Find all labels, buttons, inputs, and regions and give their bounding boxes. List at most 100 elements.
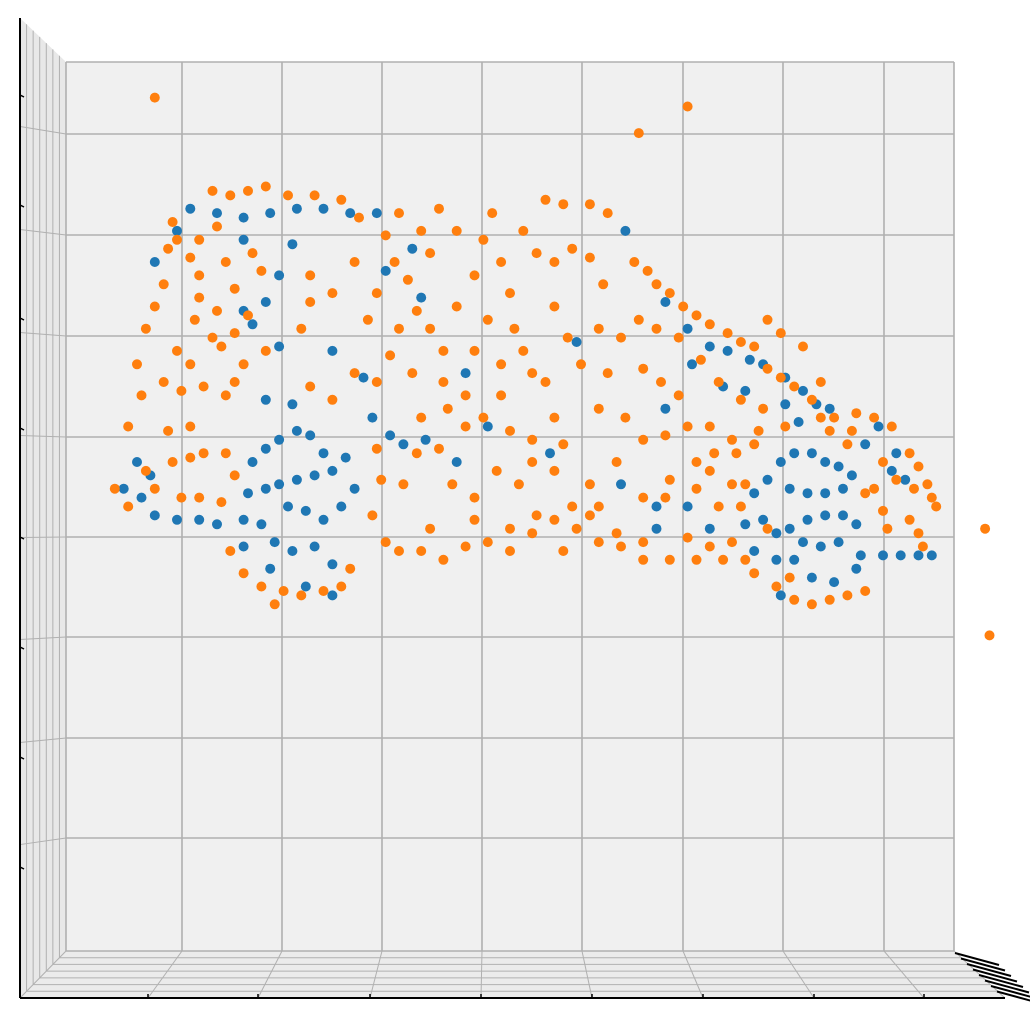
point-series-0-82 xyxy=(793,417,804,427)
point-series-1-52 xyxy=(225,190,236,201)
point-series-0-98 xyxy=(820,488,831,499)
point-series-1-78 xyxy=(496,390,507,401)
z-tick-3 xyxy=(19,427,25,431)
point-series-1-101 xyxy=(691,554,702,565)
point-series-0-48 xyxy=(274,270,285,281)
y-tick-4 xyxy=(978,974,1024,988)
point-series-1-114 xyxy=(576,359,586,370)
point-series-1-47 xyxy=(318,586,329,596)
point-series-1-53 xyxy=(243,185,253,196)
point-series-0-125 xyxy=(740,519,751,530)
point-series-1-239 xyxy=(664,474,675,485)
point-series-0-107 xyxy=(798,537,808,548)
point-series-0-86 xyxy=(886,465,897,476)
point-series-1-171 xyxy=(815,412,826,423)
point-series-1-49 xyxy=(345,563,356,574)
point-series-1-60 xyxy=(389,257,400,267)
point-series-1-148 xyxy=(660,430,671,441)
point-series-1-98 xyxy=(616,541,626,552)
point-series-0-124 xyxy=(704,523,715,534)
point-series-0-115 xyxy=(771,554,782,565)
point-series-0-64 xyxy=(380,265,391,276)
left-pane-hline-3 xyxy=(19,435,67,438)
floor-pane xyxy=(20,951,1005,998)
point-series-0-43 xyxy=(371,208,382,219)
point-series-1-106 xyxy=(584,199,595,210)
point-series-1-217 xyxy=(425,248,436,259)
point-series-0-39 xyxy=(265,208,276,219)
point-series-0-102 xyxy=(784,523,795,534)
point-series-1-161 xyxy=(904,448,915,459)
y-tick-2 xyxy=(966,963,1012,977)
point-series-1-126 xyxy=(584,510,595,521)
point-series-1-203 xyxy=(749,341,760,352)
point-series-1-210 xyxy=(305,381,316,392)
point-series-1-96 xyxy=(571,523,582,534)
point-series-0-81 xyxy=(740,385,751,396)
point-series-1-250 xyxy=(713,501,724,512)
point-series-1-223 xyxy=(447,479,458,490)
point-series-0-22 xyxy=(283,501,293,512)
point-series-1-75 xyxy=(509,323,520,334)
point-series-1-110 xyxy=(584,252,595,263)
point-series-1-207 xyxy=(305,270,316,281)
point-series-0-12 xyxy=(274,434,285,445)
point-series-1-145 xyxy=(727,434,737,445)
left-pane-hline-7 xyxy=(19,837,67,846)
point-series-1-186 xyxy=(806,599,817,610)
point-series-1-0 xyxy=(109,483,120,494)
point-series-0-41 xyxy=(318,203,329,214)
point-series-0-15 xyxy=(318,448,329,459)
point-series-1-11 xyxy=(172,234,182,245)
point-series-0-3 xyxy=(172,514,182,525)
point-series-0-28 xyxy=(269,537,280,548)
left-pane-hline-0 xyxy=(19,125,67,135)
point-series-0-89 xyxy=(762,474,773,485)
point-series-0-84 xyxy=(891,448,902,459)
point-series-1-63 xyxy=(425,323,436,334)
point-series-1-89 xyxy=(416,546,427,556)
point-series-1-3 xyxy=(149,483,160,494)
point-series-1-120 xyxy=(584,479,595,490)
point-series-1-124 xyxy=(513,479,524,490)
z-tick-6 xyxy=(19,756,25,760)
left-pane-hline-2 xyxy=(19,332,67,337)
point-series-1-14 xyxy=(212,221,222,232)
point-series-1-206 xyxy=(349,257,360,267)
point-series-0-92 xyxy=(806,448,817,459)
point-series-1-182 xyxy=(727,537,737,548)
point-series-0-33 xyxy=(238,541,249,552)
point-series-1-107 xyxy=(602,208,613,219)
point-series-1-211 xyxy=(371,443,382,454)
point-series-1-168 xyxy=(878,457,888,467)
point-series-0-108 xyxy=(815,541,826,552)
point-series-1-238 xyxy=(638,492,649,503)
point-series-1-119 xyxy=(611,457,622,467)
z-tick-4 xyxy=(19,536,25,540)
point-series-0-30 xyxy=(309,541,320,552)
point-series-1-31 xyxy=(229,377,240,387)
point-series-1-127 xyxy=(629,257,640,267)
point-series-0-32 xyxy=(265,563,276,574)
floor-grid-6 xyxy=(682,950,704,999)
point-series-1-133 xyxy=(704,319,715,330)
point-series-1-233 xyxy=(593,403,604,414)
point-series-0-71 xyxy=(704,341,715,352)
point-series-0-94 xyxy=(833,461,844,472)
z-tick-0 xyxy=(19,94,25,98)
point-series-1-88 xyxy=(394,546,404,556)
point-series-1-230 xyxy=(531,248,542,259)
point-series-1-81 xyxy=(442,403,453,414)
point-series-1-196 xyxy=(980,523,991,534)
point-series-1-42 xyxy=(225,546,236,556)
point-series-1-204 xyxy=(296,323,307,334)
point-series-0-57 xyxy=(367,412,378,423)
point-series-0-79 xyxy=(780,399,791,410)
point-series-1-71 xyxy=(478,234,489,245)
point-series-1-184 xyxy=(771,581,782,592)
point-series-0-42 xyxy=(345,208,356,219)
point-series-1-240 xyxy=(682,532,693,543)
point-series-0-69 xyxy=(660,297,671,307)
floor-grid-7 xyxy=(782,950,815,999)
point-series-1-64 xyxy=(371,288,382,299)
